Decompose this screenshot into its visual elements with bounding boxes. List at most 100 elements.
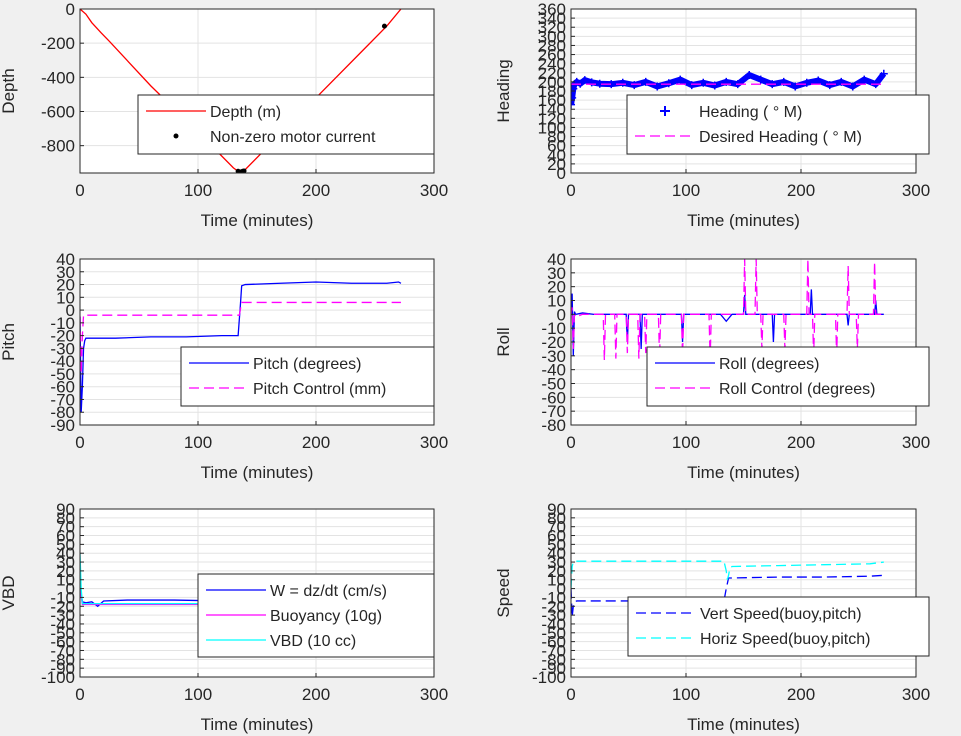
data-point	[571, 100, 575, 109]
y-tick-label: 80	[56, 509, 75, 528]
y-tick-label: 60	[547, 527, 566, 546]
y-tick-label: -100	[532, 668, 566, 687]
y-tick-label: 10	[56, 571, 75, 590]
x-tick-label: 0	[75, 433, 84, 452]
chart-vbd: 0 100 200 300-100-90-80-70-60-50-40-30-20-1…	[0, 500, 448, 734]
x-tick-label: 200	[787, 433, 815, 452]
y-tick-label: -60	[50, 378, 75, 397]
x-tick-label: 0	[566, 181, 575, 200]
y-tick-label: 80	[547, 128, 566, 147]
legend-label: VBD (10 cc)	[270, 633, 356, 650]
legend-swatch	[173, 133, 179, 139]
legend-box	[627, 596, 930, 657]
y-tick-label: 70	[547, 518, 566, 537]
y-tick-label: -40	[50, 352, 75, 371]
y-axis-label: Depth	[0, 68, 18, 113]
data-point	[879, 69, 888, 78]
y-tick-label: 0	[557, 164, 566, 183]
y-tick-label: 90	[547, 500, 566, 519]
data-point	[848, 82, 857, 91]
x-axis-label: Time (minutes)	[201, 715, 314, 734]
y-axis-label: Roll	[494, 327, 513, 356]
data-point	[745, 71, 754, 80]
series-roll-1	[571, 259, 884, 360]
x-tick-label: 200	[787, 181, 815, 200]
y-tick-label: 40	[56, 544, 75, 563]
y-tick-label: 20	[547, 278, 566, 297]
x-axis-label: Time (minutes)	[201, 463, 314, 482]
y-tick-label: -30	[541, 606, 566, 625]
data-point	[710, 81, 719, 90]
y-tick-label: 10	[56, 288, 75, 307]
y-tick-label: -100	[41, 668, 75, 687]
legend-box	[646, 346, 930, 407]
y-tick-label: -80	[541, 416, 566, 435]
y-tick-label: 0	[66, 301, 75, 320]
y-tick-label: -60	[50, 633, 75, 652]
legend: Depth (m) Non-zero motor current	[137, 94, 435, 155]
legend-label: Buoyancy (10g)	[270, 608, 382, 625]
x-tick-label: 100	[184, 181, 212, 200]
x-tick-label: 100	[672, 181, 700, 200]
x-axis-label: Time (minutes)	[687, 463, 800, 482]
chart-speed: 0 100 200 300-100-90-80-70-60-50-40-30-20-1…	[494, 500, 930, 734]
y-tick-label: 360	[538, 0, 566, 19]
x-tick-label: 0	[75, 685, 84, 704]
legend: Vert Speed(buoy,pitch) Horiz Speed(buoy,p…	[627, 596, 930, 657]
y-tick-label: -50	[50, 624, 75, 643]
y-tick-label: 50	[547, 535, 566, 554]
x-tick-label: 200	[302, 181, 330, 200]
data-point	[699, 78, 708, 87]
chart-depth: 0 100 200 300 0 -200 -400 -600 -800 Time (minutes…	[0, 0, 448, 230]
x-axis-label: Time (minutes)	[687, 715, 800, 734]
y-tick-label: -40	[50, 615, 75, 634]
y-tick-label: 20	[547, 562, 566, 581]
legend-label: Horiz Speed(buoy,pitch)	[700, 631, 870, 648]
y-tick-label: 70	[56, 518, 75, 537]
legend-box	[626, 94, 930, 155]
legend-label: Roll (degrees)	[719, 356, 819, 373]
legend-label: Depth (m)	[210, 104, 281, 121]
legend-label: Non-zero motor current	[210, 129, 376, 146]
y-tick-label: -60	[541, 633, 566, 652]
y-tick-label: 90	[56, 500, 75, 519]
y-tick-label: -30	[50, 606, 75, 625]
y-tick-label: 120	[538, 109, 566, 128]
y-tick-label: 260	[538, 46, 566, 65]
y-tick-label: 60	[547, 137, 566, 156]
legend: Heading ( ° M) Desired Heading ( ° M)	[626, 94, 930, 155]
y-tick-label: -70	[541, 402, 566, 421]
data-point	[241, 168, 247, 173]
y-tick-label: 40	[547, 544, 566, 563]
data-point	[756, 75, 765, 84]
chart-pitch: 0 100 200 300-90-80-70-60-50-40-30-20-10010…	[0, 250, 448, 482]
y-tick-label: 10	[547, 571, 566, 590]
y-tick-label: 160	[538, 91, 566, 110]
y-tick-label: -10	[50, 588, 75, 607]
y-tick-label: -10	[50, 314, 75, 333]
y-tick-label: 60	[56, 527, 75, 546]
legend: Roll (degrees) Roll Control (degrees)	[646, 346, 930, 407]
y-tick-label: -20	[50, 327, 75, 346]
data-point	[653, 82, 662, 91]
y-tick-label: 240	[538, 55, 566, 74]
y-tick-label: -40	[541, 615, 566, 634]
legend-swatch	[660, 106, 670, 116]
y-tick-label: -80	[50, 403, 75, 422]
data-point	[587, 78, 596, 87]
series-line	[80, 281, 402, 413]
y-tick-label: 320	[538, 18, 566, 37]
data-point	[802, 78, 811, 87]
chart-roll: 0 100 200 300-80-70-60-50-40-30-20-10010203…	[494, 250, 930, 482]
y-axis-label: VBD	[0, 576, 18, 611]
legend-label: W = dz/dt (cm/s)	[270, 583, 387, 600]
y-tick-label: -400	[41, 68, 75, 87]
x-tick-label: 100	[672, 433, 700, 452]
axes-frame	[79, 8, 435, 174]
series-pitch-0	[80, 281, 402, 413]
x-tick-label: 200	[787, 685, 815, 704]
data-point	[618, 78, 627, 87]
y-tick-label: 30	[547, 264, 566, 283]
y-tick-label: -80	[50, 650, 75, 669]
